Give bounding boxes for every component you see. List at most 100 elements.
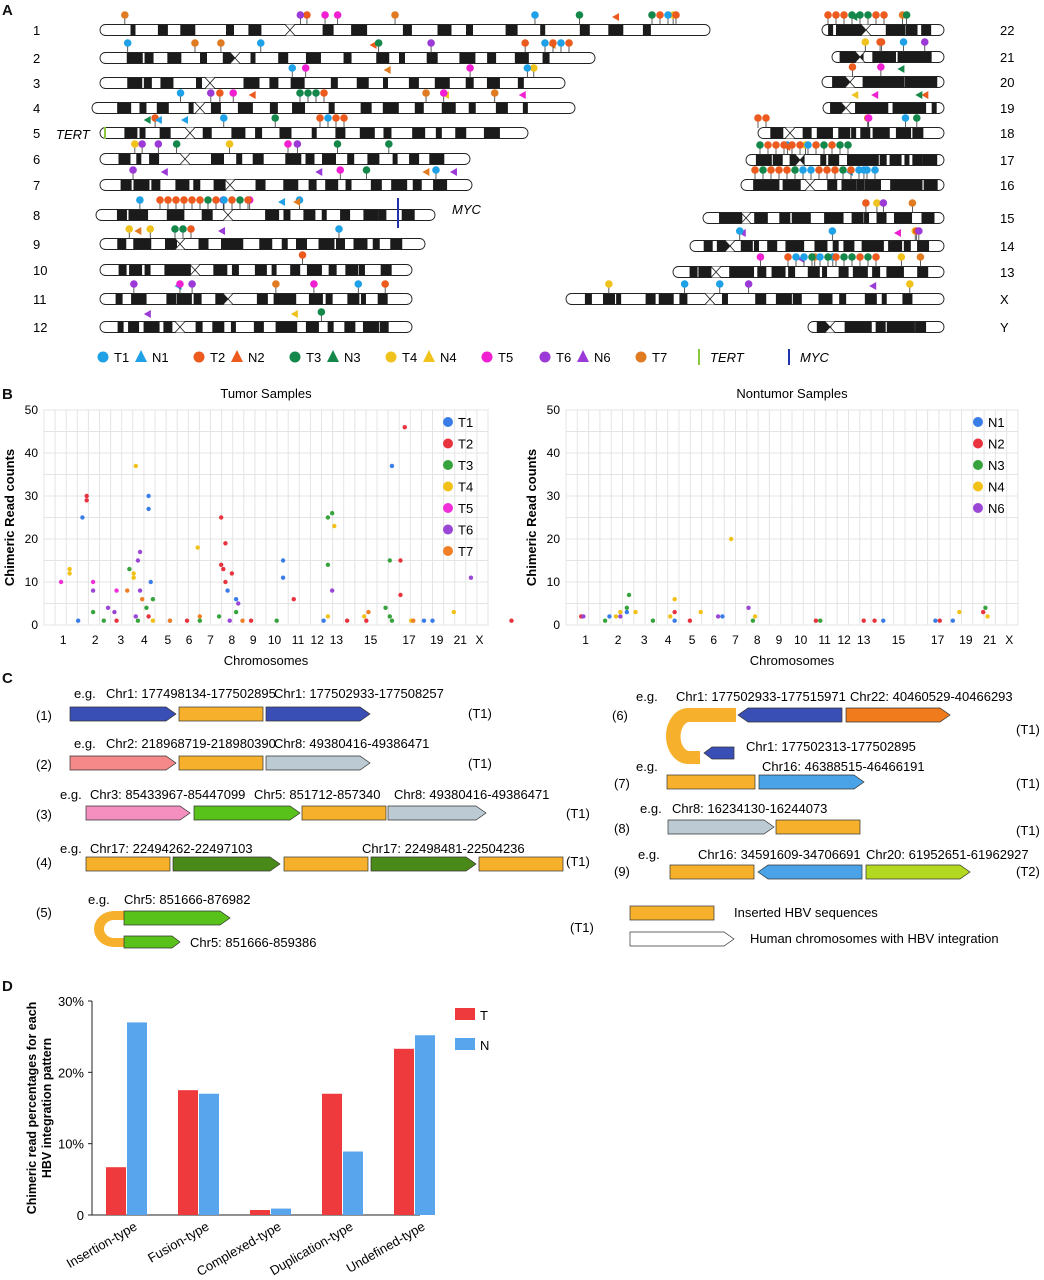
data-point-t6 [329, 588, 335, 593]
chromosome-band [881, 294, 887, 304]
chromosome-band [144, 239, 152, 249]
legend-human-label: Human chromosomes with HBV integration [750, 931, 999, 946]
chromosome-band [505, 25, 518, 35]
chromosome-band [782, 180, 797, 190]
chromosome-band [721, 294, 728, 304]
centromere [222, 209, 234, 221]
chromosome-band [118, 265, 127, 275]
chromosome-band [127, 78, 143, 88]
chromosome-band [579, 25, 590, 35]
data-point-t4 [195, 545, 200, 550]
centromere [174, 321, 186, 333]
chromosome-band [540, 25, 546, 35]
integration-pin [880, 11, 888, 25]
data-point-t3 [101, 618, 106, 623]
chromosome-band [917, 267, 929, 277]
x-tick-label: 6 [186, 633, 193, 647]
data-point-t2 [146, 614, 151, 619]
chromosome-band [243, 78, 260, 88]
chromosome-band [908, 322, 915, 332]
chromosome-band [156, 103, 169, 113]
integration-pin [823, 166, 831, 180]
chromosome-band [789, 155, 805, 165]
chromosome-band [392, 154, 398, 164]
pattern-7-sample: (T1) [1016, 776, 1040, 791]
integration-triangle [369, 41, 377, 49]
integration-pin [899, 38, 908, 52]
chromosome-band [305, 154, 315, 164]
y-tick-label: 10 [25, 575, 39, 589]
data-point-t2 [221, 566, 226, 572]
x-tick-label: 12 [837, 633, 851, 647]
chromosome-band [818, 294, 833, 304]
integration-pin [832, 11, 840, 25]
data-point-n4 [698, 609, 703, 615]
integration-pin [848, 253, 856, 267]
integration-pin [775, 166, 783, 180]
pattern-2-label-2: Chr8: 49380416-49386471 [274, 736, 429, 751]
legend-label: N3 [344, 350, 361, 365]
legend-item-tert: TERT [698, 349, 745, 365]
integration-pin [844, 141, 852, 155]
chromosome-band [816, 128, 831, 138]
chromosome-band [836, 213, 844, 223]
data-point-n6 [746, 605, 751, 610]
chromosome-band [874, 241, 884, 251]
data-point-n2 [672, 609, 677, 615]
integration-pin [129, 166, 137, 180]
chromosome-band [136, 154, 142, 164]
integration-pin [271, 114, 280, 128]
integration-pin [840, 253, 848, 267]
chromosome-band [514, 53, 529, 63]
chromosome-band [872, 128, 888, 138]
chromosome-band [779, 213, 791, 223]
chromosome-band [322, 25, 334, 35]
chromosome-band [689, 267, 698, 277]
data-point-t6 [468, 575, 474, 580]
data-point-t2 [84, 498, 89, 503]
y-tick-label: 40 [25, 446, 39, 460]
chart-title: Nontumor Samples [736, 386, 848, 401]
chromosome-band [775, 294, 792, 304]
chromosome-band [459, 53, 476, 63]
pattern-4-segment-hbv [85, 856, 171, 872]
data-point-t5 [114, 588, 119, 593]
chromosome-Y [807, 321, 945, 333]
pattern-6-segment-chr [737, 707, 843, 723]
data-point-t4 [131, 571, 136, 576]
pattern-4-label-1: Chr17: 22494262-22497103 [90, 841, 253, 856]
data-point-n4 [672, 597, 677, 602]
x-tick-label: 11 [818, 633, 831, 647]
chromosome-label: 16 [1000, 178, 1014, 193]
chromosome-band [466, 25, 473, 35]
chromosome-band [360, 103, 372, 113]
chromosome-label: 15 [1000, 211, 1014, 226]
pattern-1-sample: (T1) [468, 706, 492, 721]
chromosome-band [265, 210, 280, 220]
legend-swatch-t3 [443, 460, 453, 470]
chromosome-band [305, 53, 321, 63]
integration-pin [123, 39, 132, 53]
chromosome-band [872, 52, 883, 62]
chromosome-band [149, 154, 160, 164]
legend-label-t1: T1 [458, 415, 473, 430]
legend-item-n3: N3 [327, 350, 361, 365]
chromosome-band [363, 210, 379, 220]
chromosome-band [370, 180, 382, 190]
chromosome-band [115, 294, 123, 304]
chromosome-band [861, 241, 878, 251]
legend-swatch-n6 [973, 503, 983, 513]
chromosome-band [163, 322, 173, 332]
data-point-t2 [184, 618, 190, 623]
y-axis-label: Chimeric read percentages for eachHBV in… [25, 1002, 54, 1215]
y-tick-label: 50 [547, 403, 561, 417]
chromosome-band [753, 180, 765, 190]
integration-pin [864, 11, 872, 25]
integration-pin [541, 39, 549, 53]
integration-pin [304, 89, 312, 103]
integration-pin [284, 140, 292, 154]
pattern-4-number: (4) [36, 855, 52, 870]
chromosome-19 [822, 102, 945, 114]
chromosome-band [118, 154, 131, 164]
